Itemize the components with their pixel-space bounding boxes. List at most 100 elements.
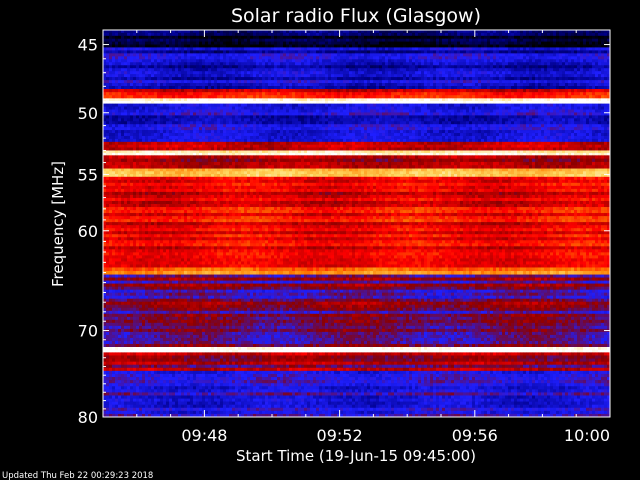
spectrogram-cell — [316, 80, 320, 84]
spectrogram-cell — [343, 95, 347, 99]
spectrogram-cell — [529, 112, 533, 116]
spectrogram-cell — [544, 35, 548, 40]
spectrogram-cell — [121, 74, 125, 78]
spectrogram-cell — [406, 80, 410, 84]
spectrogram-cell — [139, 89, 143, 93]
spectrogram-cell — [148, 56, 152, 60]
spectrogram-cell — [274, 95, 278, 99]
spectrogram-cell — [460, 53, 464, 57]
spectrogram-cell — [175, 62, 179, 66]
spectrogram-cell — [190, 100, 194, 104]
spectrogram-cell — [289, 100, 293, 104]
spectrogram-cell — [310, 35, 314, 40]
spectrogram-cell — [517, 56, 521, 60]
spectrogram-cell — [526, 109, 530, 113]
spectrogram-cell — [382, 98, 386, 102]
spectrogram-cell — [433, 47, 437, 51]
spectrogram-cell — [184, 115, 188, 119]
spectrogram-cell — [487, 112, 491, 116]
spectrogram-cell — [454, 32, 458, 37]
spectrogram-cell — [541, 83, 545, 87]
spectrogram-cell — [490, 44, 494, 48]
spectrogram-cell — [238, 59, 242, 63]
spectrogram-cell — [319, 47, 323, 51]
spectrogram-cell — [478, 109, 482, 113]
spectrogram-cell — [454, 56, 458, 60]
spectrogram-cell — [502, 44, 506, 48]
spectrogram-cell — [166, 86, 170, 90]
spectrogram-cell — [190, 30, 194, 34]
spectrogram-cell — [229, 100, 233, 104]
spectrogram-cell — [115, 47, 119, 51]
spectrogram-cell — [367, 62, 371, 66]
spectrogram-cell — [523, 98, 527, 102]
spectrogram-cell — [508, 59, 512, 63]
spectrogram-cell — [514, 80, 518, 84]
spectrogram-cell — [115, 74, 119, 78]
spectrogram-cell — [427, 95, 431, 99]
spectrogram-cell — [373, 103, 377, 107]
spectrogram-cell — [568, 44, 572, 48]
spectrogram-cell — [424, 47, 428, 51]
spectrogram-cell — [205, 80, 209, 84]
spectrogram-cell — [466, 35, 470, 40]
spectrogram-cell — [412, 56, 416, 60]
spectrogram-cell — [154, 35, 158, 40]
spectrogram-cell — [454, 83, 458, 87]
spectrogram-cell — [190, 98, 194, 102]
spectrogram-cell — [532, 68, 536, 72]
spectrogram-cell — [358, 30, 362, 34]
spectrogram-cell — [253, 71, 257, 75]
spectrogram-cell — [358, 65, 362, 69]
spectrogram-cell — [502, 62, 506, 66]
spectrogram-cell — [565, 112, 569, 116]
spectrogram-cell — [517, 89, 521, 93]
spectrogram-cell — [238, 74, 242, 78]
spectrogram-cell — [580, 38, 584, 42]
spectrogram-cell — [544, 98, 548, 102]
spectrogram-cell — [388, 44, 392, 48]
spectrogram-cell — [211, 83, 215, 87]
spectrogram-cell — [169, 44, 173, 48]
spectrogram-cell — [373, 86, 377, 90]
spectrogram-cell — [541, 32, 545, 37]
spectrogram-cell — [124, 44, 128, 48]
spectrogram-cell — [592, 80, 596, 84]
spectrogram-cell — [130, 74, 134, 78]
spectrogram-cell — [310, 98, 314, 102]
spectrogram-cell — [364, 59, 368, 63]
spectrogram-cell — [172, 47, 176, 51]
spectrogram-cell — [208, 47, 212, 51]
spectrogram-cell — [559, 109, 563, 113]
spectrogram-cell — [310, 71, 314, 75]
spectrogram-cell — [274, 103, 278, 107]
spectrogram-cell — [370, 30, 374, 34]
spectrogram-cell — [262, 83, 266, 87]
spectrogram-cell — [184, 71, 188, 75]
spectrogram-cell — [343, 41, 347, 45]
spectrogram-cell — [313, 95, 317, 99]
spectrogram-cell — [241, 68, 245, 72]
spectrogram-cell — [442, 86, 446, 90]
spectrogram-cell — [553, 47, 557, 51]
spectrogram-cell — [400, 65, 404, 69]
spectrogram-cell — [211, 77, 215, 81]
spectrogram-cell — [550, 80, 554, 84]
spectrogram-cell — [172, 86, 176, 90]
spectrogram-cell — [130, 47, 134, 51]
spectrogram-cell — [280, 65, 284, 69]
spectrogram-cell — [580, 103, 584, 107]
spectrogram-cell — [292, 92, 296, 96]
spectrogram-cell — [400, 41, 404, 45]
spectrogram-cell — [517, 44, 521, 48]
spectrogram-cell — [241, 32, 245, 37]
spectrogram-cell — [439, 53, 443, 57]
spectrogram-cell — [178, 32, 182, 37]
spectrogram-cell — [424, 92, 428, 96]
spectrogram-cell — [436, 38, 440, 42]
spectrogram-cell — [355, 89, 359, 93]
spectrogram-cell — [229, 92, 233, 96]
spectrogram-cell — [454, 103, 458, 107]
spectrogram-cell — [379, 112, 383, 116]
spectrogram-cell — [202, 30, 206, 34]
